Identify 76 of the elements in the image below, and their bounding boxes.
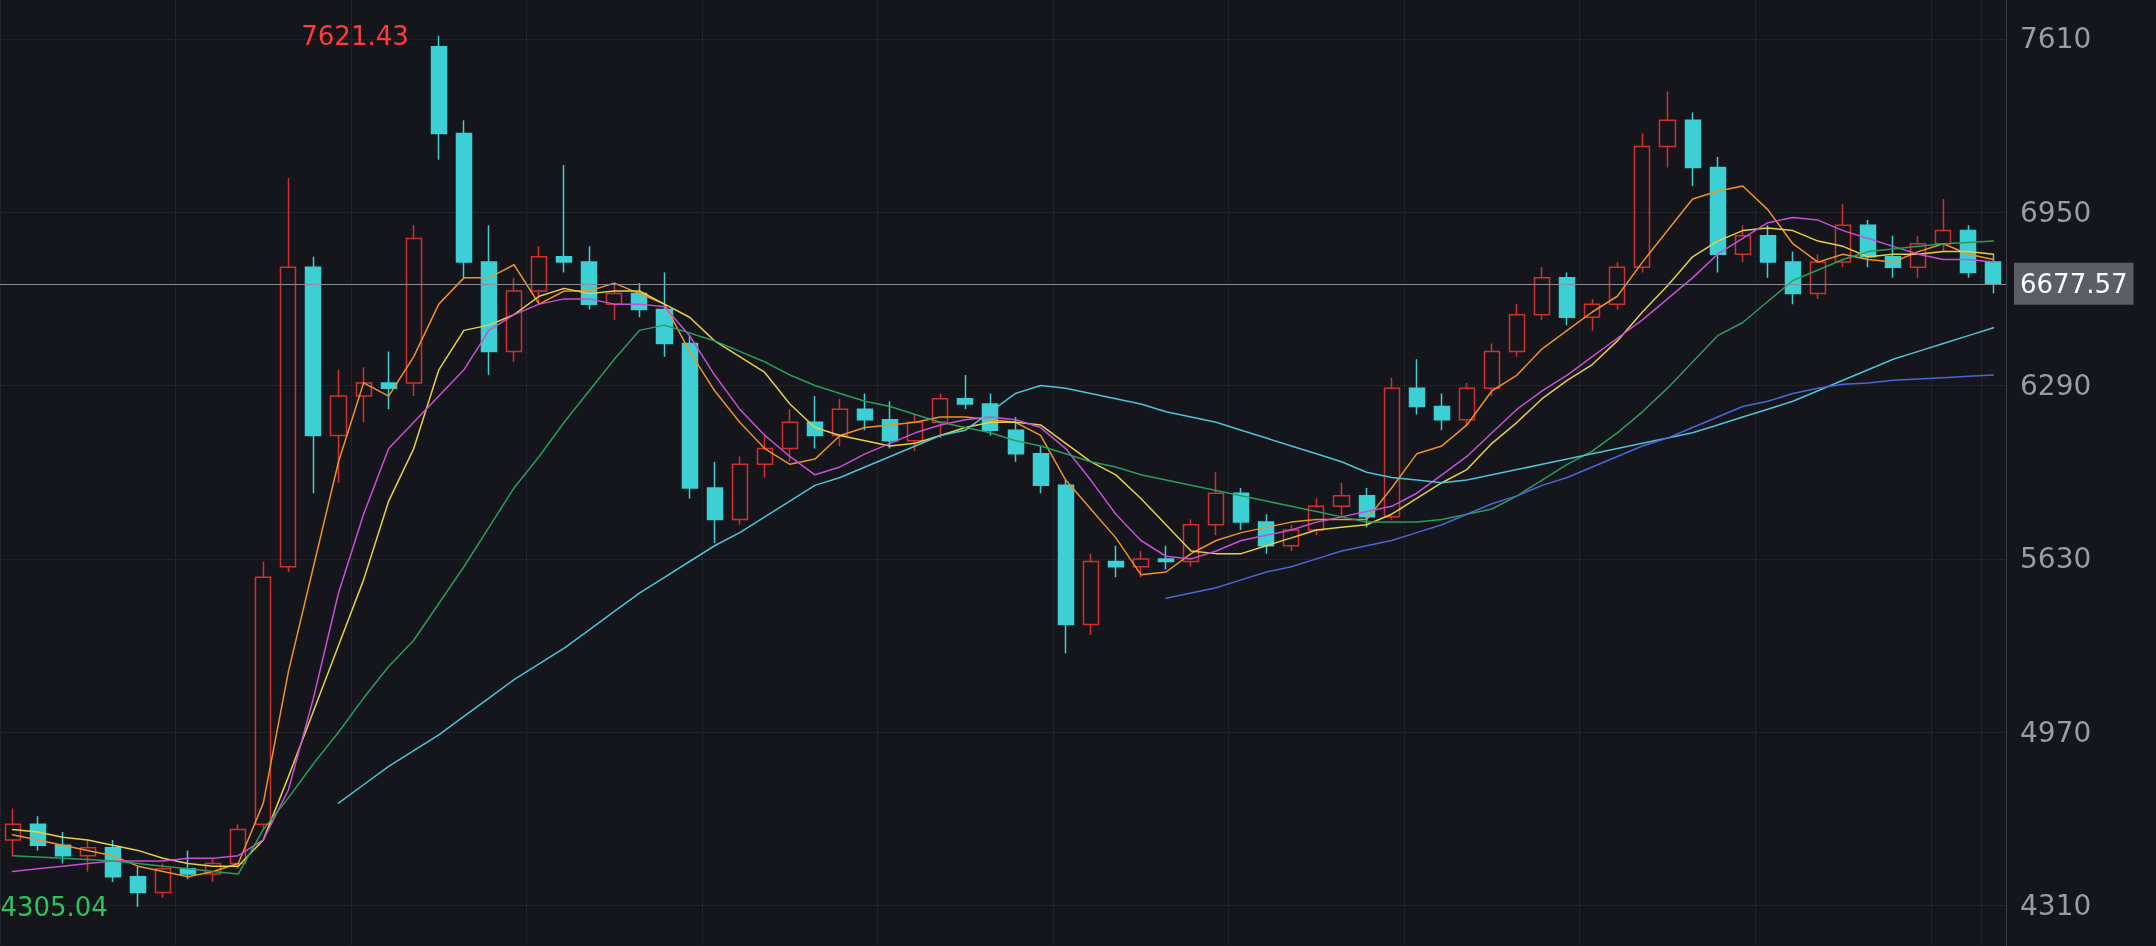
candlestick xyxy=(4,807,22,857)
candlestick xyxy=(1508,303,1526,358)
candlestick xyxy=(706,460,724,544)
candlestick xyxy=(1608,261,1626,311)
candlestick xyxy=(430,35,448,161)
line-series xyxy=(1165,374,1995,600)
candlestick xyxy=(1032,445,1050,494)
line-series xyxy=(337,327,1995,804)
candlestick xyxy=(1232,487,1250,531)
candlestick xyxy=(1458,382,1476,426)
candlestick xyxy=(380,350,398,410)
candlestick xyxy=(605,282,623,321)
candlestick xyxy=(1684,111,1702,187)
y-tick-label: 6950 xyxy=(2020,195,2092,229)
candlestick xyxy=(1558,271,1576,326)
candlestick xyxy=(1633,132,1651,274)
candlestick xyxy=(731,455,749,526)
candlestick xyxy=(831,397,849,447)
candlestick xyxy=(856,392,874,431)
candlestick xyxy=(1282,523,1300,552)
candlestick xyxy=(1007,416,1025,463)
candlestick xyxy=(204,857,222,883)
candlestick xyxy=(906,413,924,452)
candlestick xyxy=(1809,253,1827,300)
candlestick xyxy=(405,224,423,397)
candlestick xyxy=(555,164,573,274)
candlestick xyxy=(279,177,297,573)
candlestick xyxy=(1909,235,1927,279)
candlestick xyxy=(681,334,699,500)
candlestick xyxy=(781,408,799,463)
candlestick xyxy=(1107,545,1125,579)
candlestick xyxy=(1433,392,1451,431)
y-tick-label: 7610 xyxy=(2020,22,2092,56)
candlestick xyxy=(956,374,974,410)
candlestick xyxy=(1984,253,2002,295)
candlestick xyxy=(1408,358,1426,416)
candlestick xyxy=(530,245,548,305)
candlestick xyxy=(154,862,172,899)
candlestick xyxy=(254,560,272,831)
candlestick xyxy=(756,434,774,479)
candlestick xyxy=(129,865,147,908)
candlestick xyxy=(1383,376,1401,521)
candlestick xyxy=(455,119,473,279)
candlestick xyxy=(304,256,322,494)
candlestick xyxy=(79,839,97,873)
candlestick xyxy=(1934,198,1952,253)
candlestick xyxy=(1734,224,1752,263)
y-tick-label: 4310 xyxy=(2020,889,2092,923)
candlestick xyxy=(1533,266,1551,321)
candlestick xyxy=(1182,518,1200,568)
y-tick-label: 5630 xyxy=(2020,542,2092,576)
candlestick xyxy=(355,366,373,424)
candlestick xyxy=(1082,552,1100,636)
ref-line-label: 6677.57 xyxy=(2020,268,2128,299)
candlestick xyxy=(931,392,949,439)
candlestick xyxy=(1207,471,1225,536)
candlestick xyxy=(1834,203,1852,269)
annotation: 7621.43 xyxy=(301,20,409,51)
candlestick xyxy=(505,277,523,363)
candlestick xyxy=(1784,250,1802,305)
candlestick xyxy=(1157,545,1175,571)
candlestick xyxy=(1658,90,1677,169)
candlestick xyxy=(1132,550,1150,579)
y-tick-label: 6290 xyxy=(2020,369,2092,403)
candlestick xyxy=(1332,481,1351,518)
candlestick xyxy=(1709,156,1727,274)
candlestick xyxy=(1483,342,1501,397)
y-tick-label: 4970 xyxy=(2020,715,2092,749)
candlestick xyxy=(1057,479,1075,655)
candlestick xyxy=(480,224,498,376)
annotation: 4305.04 xyxy=(0,891,108,922)
candlestick xyxy=(1307,497,1325,536)
candlestick xyxy=(329,369,348,484)
candlestick xyxy=(1583,298,1601,332)
candlestick xyxy=(1759,224,1777,279)
candlestick xyxy=(229,823,247,870)
